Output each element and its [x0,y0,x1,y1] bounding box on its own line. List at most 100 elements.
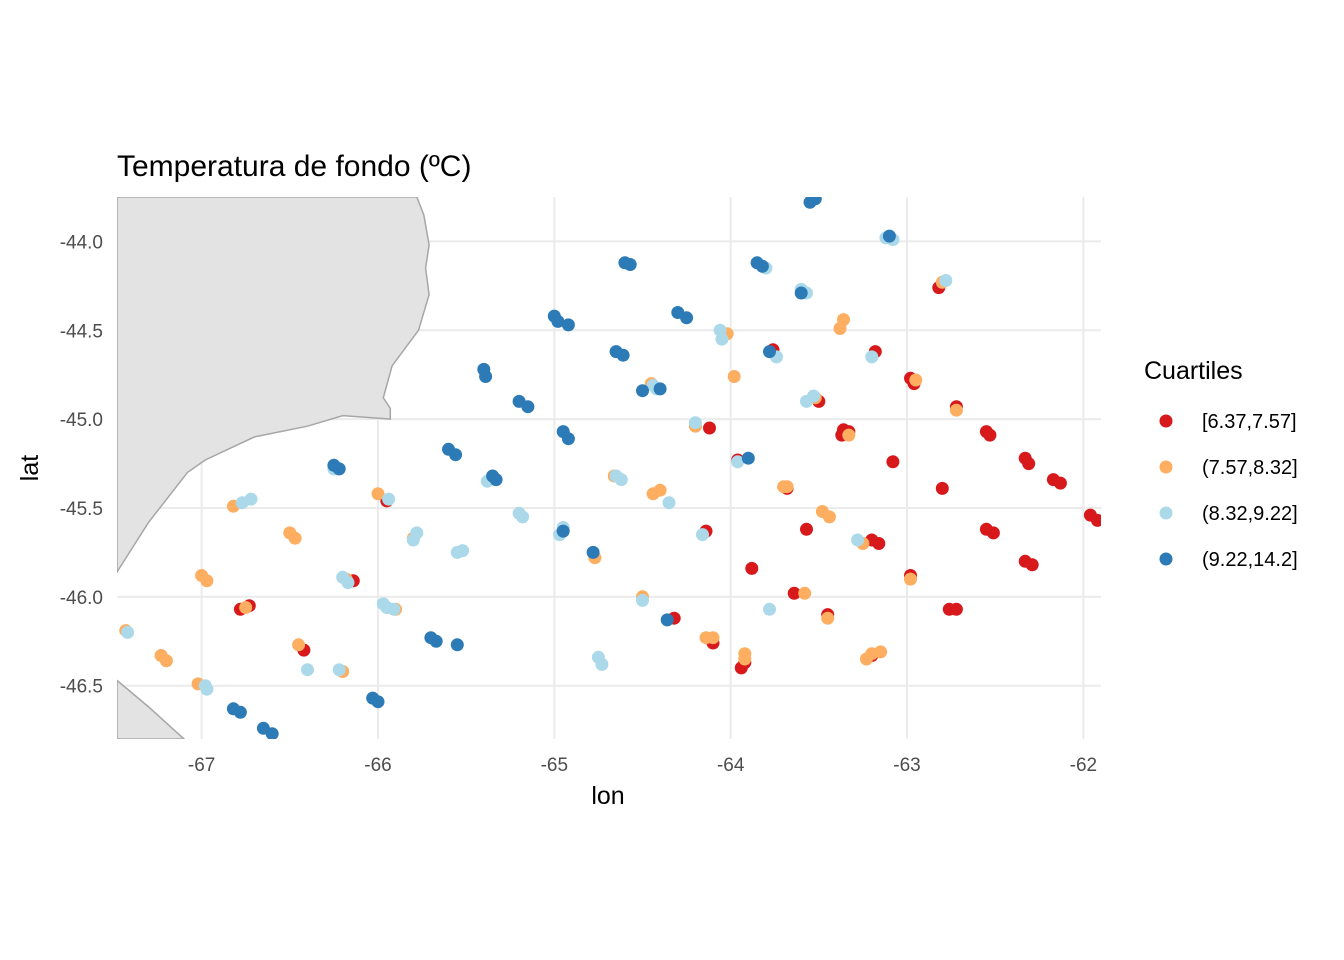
data-point [292,638,306,652]
data-point [949,403,963,417]
legend-label: [6.37,7.57] [1202,411,1297,433]
x-tick-label: -63 [893,755,920,776]
data-point [556,524,570,538]
data-point [623,258,637,271]
data-point [449,448,463,462]
data-point [521,400,535,414]
legend-key [1159,460,1173,474]
data-point [233,705,247,719]
data-point [595,657,609,671]
data-point [886,455,900,469]
data-point [382,492,396,506]
x-axis-ticks: -67 -66 -65 -64 -63 -62 [188,755,1097,776]
data-point [865,350,879,364]
data-point [787,586,801,600]
data-point [798,586,812,600]
legend-title: Cuartiles [1144,357,1243,385]
data-point [614,473,628,487]
data-point [745,561,759,575]
data-point [727,370,741,383]
data-point [1091,513,1101,527]
data-point [741,451,755,465]
data-point [450,638,464,652]
y-tick-label: -44.0 [60,232,103,253]
y-axis-ticks: -44.0 -44.5 -45.0 -45.5 -46.0 -46.5 [60,232,103,697]
data-point [882,229,896,243]
data-point [731,455,745,469]
data-point [833,322,847,335]
x-tick-label: -67 [188,755,215,776]
x-tick-label: -65 [541,755,568,776]
x-tick-label: -62 [1070,755,1097,776]
data-point [763,345,776,359]
data-point [332,663,346,677]
data-point [755,259,769,273]
data-point [662,496,676,510]
data-point [842,428,856,442]
data-point [660,613,674,627]
legend-entry: [6.37,7.57] [1159,411,1297,433]
data-point [479,370,493,383]
data-point [121,625,135,639]
data-point [371,695,385,709]
data-point [1025,558,1039,572]
legend-label: (7.57,8.32] [1202,457,1298,479]
data-point [456,544,470,558]
data-point [909,373,923,387]
chart-title: Temperatura de fondo (ºC) [117,150,471,183]
data-point [794,286,808,300]
data-point [738,647,752,661]
data-point [696,528,709,542]
legend-label: (9.22,14.2] [1202,549,1298,571]
x-tick-label: -64 [717,755,745,776]
data-point [983,428,997,442]
x-axis-title: lon [591,782,624,810]
data-point [341,576,355,590]
points-layer [119,197,1101,739]
data-point [244,492,258,506]
legend-key [1159,506,1173,520]
y-tick-label: -45.0 [60,410,103,431]
legend-label: (8.32,9.22] [1202,503,1298,525]
data-point [586,545,600,559]
land-coast-main [117,197,430,574]
data-point [935,481,949,495]
data-point [680,311,694,325]
data-point [822,510,836,524]
y-tick-label: -46.5 [60,677,103,698]
data-point [939,274,953,287]
data-point [872,537,886,550]
y-tick-label: -44.5 [60,321,103,342]
data-point [616,348,630,362]
data-point [332,462,346,476]
data-point [706,631,720,645]
legend-key [1159,552,1173,566]
data-point [371,487,385,501]
data-point [561,432,575,446]
data-point [904,572,917,586]
legend-entry: (7.57,8.32] [1159,457,1298,479]
data-point [715,332,729,346]
legend-entry: (8.32,9.22] [1159,503,1298,525]
data-point [159,654,173,668]
legend-entry: (9.22,14.2] [1159,549,1298,571]
legend: Cuartiles [6.37,7.57] (7.57,8.32] (8.32,9.… [1144,357,1298,571]
data-point [561,318,575,332]
data-point [942,602,956,616]
y-tick-label: -46.0 [60,588,103,609]
data-point [653,483,667,497]
data-point [874,645,888,659]
data-point [288,531,302,545]
data-point [1022,457,1036,471]
data-point [807,389,821,403]
data-point [200,682,214,696]
data-point [808,197,822,206]
legend-key [1159,414,1173,428]
x-tick-label: -66 [364,755,391,776]
data-point [301,663,314,677]
data-point [387,602,401,616]
data-point [703,421,716,435]
data-point [200,574,214,588]
data-point [1053,476,1067,490]
y-tick-label: -45.5 [60,499,103,520]
